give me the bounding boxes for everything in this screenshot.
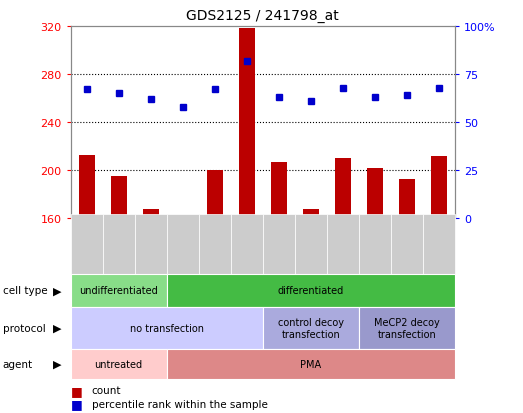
Text: protocol: protocol [3,323,46,333]
Title: GDS2125 / 241798_at: GDS2125 / 241798_at [186,9,339,23]
Text: count: count [92,385,121,395]
Bar [175,215,191,219]
Text: cell type: cell type [3,286,47,296]
Bar [399,179,415,219]
Text: agent: agent [3,359,33,369]
Text: undifferentiated: undifferentiated [79,286,158,296]
Bar [239,29,255,219]
Bar [431,157,447,219]
Text: untreated: untreated [95,359,143,369]
Text: ▶: ▶ [53,359,62,369]
Text: ■: ■ [71,384,82,397]
Bar [143,209,158,219]
Bar [78,155,95,219]
Bar [335,159,351,219]
Text: control decoy
transfection: control decoy transfection [278,318,344,339]
Bar [271,162,287,219]
Bar [303,209,319,219]
Text: ■: ■ [71,397,82,411]
Bar [367,169,383,219]
Text: no transfection: no transfection [130,323,203,333]
Text: PMA: PMA [300,359,322,369]
Text: ▶: ▶ [53,286,62,296]
Text: percentile rank within the sample: percentile rank within the sample [92,399,267,409]
Text: MeCP2 decoy
transfection: MeCP2 decoy transfection [374,318,440,339]
Text: ▶: ▶ [53,323,62,333]
Bar [207,171,223,219]
Bar [111,177,127,219]
Text: differentiated: differentiated [278,286,344,296]
